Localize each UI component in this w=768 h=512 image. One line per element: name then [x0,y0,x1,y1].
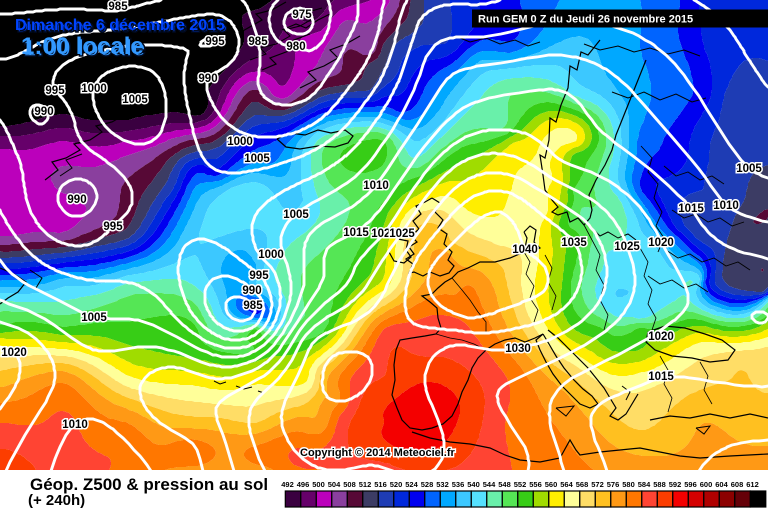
svg-text:990: 990 [34,106,53,118]
svg-text:1005: 1005 [122,94,148,106]
svg-text:512: 512 [359,480,372,489]
svg-text:596: 596 [684,480,697,489]
svg-text:1020: 1020 [648,331,674,343]
svg-text:Dimanche 6 décembre 2015: Dimanche 6 décembre 2015 [15,17,225,34]
svg-text:524: 524 [405,480,418,489]
svg-text:520: 520 [390,480,403,489]
svg-text:975: 975 [292,9,312,21]
svg-text:580: 580 [622,480,635,489]
svg-text:1010: 1010 [363,180,389,192]
svg-text:492: 492 [281,480,294,489]
svg-text:548: 548 [498,480,511,489]
svg-text:985: 985 [108,1,128,13]
svg-text:1010: 1010 [62,419,88,431]
svg-text:985: 985 [243,300,263,312]
svg-text:544: 544 [483,480,496,489]
svg-text:Dimanche 6 décembre 2015: Dimanche 6 décembre 2015 [17,19,227,36]
svg-text:Run GEM 0 Z du Jeudi 26 novemb: Run GEM 0 Z du Jeudi 26 novembre 2015 [478,14,693,26]
svg-text:980: 980 [286,41,305,53]
svg-text:552: 552 [514,480,527,489]
svg-text:560: 560 [545,480,558,489]
svg-text:556: 556 [529,480,542,489]
svg-text:540: 540 [467,480,480,489]
svg-text:1000: 1000 [227,136,253,148]
svg-text:1000: 1000 [81,83,107,95]
svg-text:1030: 1030 [505,343,531,355]
svg-text:600: 600 [700,480,713,489]
svg-text:995: 995 [103,221,123,233]
svg-text:528: 528 [421,480,434,489]
svg-text:608: 608 [731,480,744,489]
svg-text:576: 576 [607,480,620,489]
svg-text:Copyright © 2014 Meteociel.fr: Copyright © 2014 Meteociel.fr [300,447,456,459]
svg-text:1020: 1020 [1,347,27,359]
svg-text:1020: 1020 [648,237,674,249]
svg-text:1015: 1015 [678,203,704,215]
svg-text:990: 990 [242,285,261,297]
svg-text:604: 604 [715,480,728,489]
svg-text:588: 588 [653,480,666,489]
svg-text:1:00 locale: 1:00 locale [21,33,144,60]
svg-text:995: 995 [45,85,65,97]
svg-text:1010: 1010 [713,200,739,212]
svg-text:500: 500 [312,480,325,489]
svg-text:568: 568 [576,480,589,489]
svg-text:1015: 1015 [648,371,674,383]
svg-text:990: 990 [198,73,217,85]
svg-text:1025: 1025 [389,228,415,240]
svg-text:592: 592 [669,480,682,489]
svg-text:496: 496 [297,480,310,489]
svg-text:(+ 240h): (+ 240h) [28,492,85,509]
svg-text:1020: 1020 [371,228,397,240]
svg-text:1005: 1005 [736,163,762,175]
svg-text:1005: 1005 [244,153,270,165]
svg-text:1:00 locale: 1:00 locale [23,35,146,62]
svg-text:532: 532 [436,480,449,489]
svg-text:504: 504 [328,480,341,489]
svg-text:1040: 1040 [512,244,538,256]
svg-text:985: 985 [248,36,268,48]
svg-text:584: 584 [638,480,651,489]
svg-text:572: 572 [591,480,604,489]
svg-text:536: 536 [452,480,465,489]
svg-text:1005: 1005 [283,209,309,221]
svg-text:1035: 1035 [561,237,587,249]
svg-text:995: 995 [205,36,225,48]
svg-text:516: 516 [374,480,387,489]
svg-text:995: 995 [249,270,269,282]
svg-text:1015: 1015 [343,227,369,239]
svg-text:508: 508 [343,480,356,489]
svg-text:1000: 1000 [258,249,284,261]
svg-text:1025: 1025 [614,241,640,253]
svg-text:564: 564 [560,480,573,489]
svg-text:990: 990 [67,194,86,206]
svg-text:1005: 1005 [81,312,107,324]
svg-text:Géop. Z500 & pression au sol: Géop. Z500 & pression au sol [30,475,268,494]
svg-text:612: 612 [746,480,759,489]
